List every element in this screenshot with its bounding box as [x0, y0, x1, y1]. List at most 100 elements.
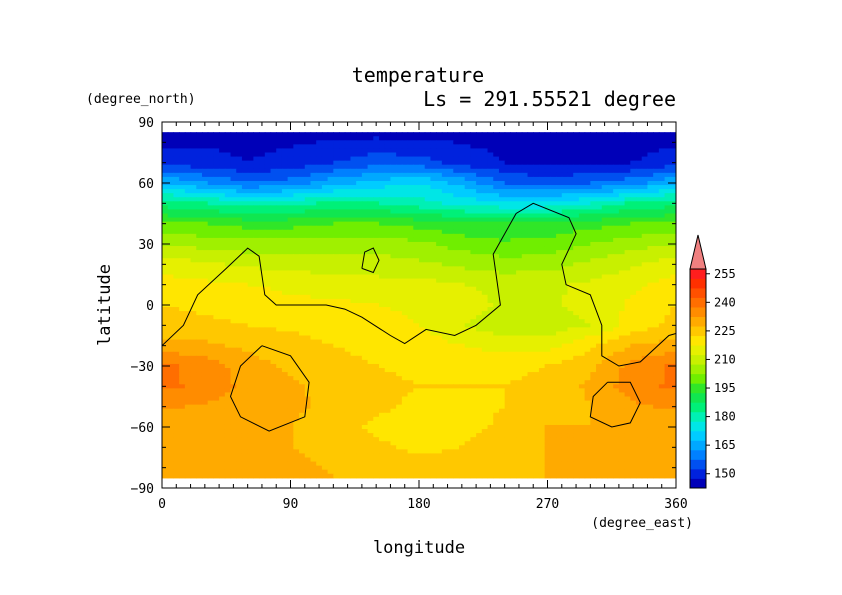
- heatmap-cell: [590, 315, 597, 320]
- heatmap-cell: [578, 148, 586, 154]
- heatmap-cell: [413, 294, 420, 300]
- heatmap-cell: [207, 209, 214, 215]
- heatmap-cell: [173, 298, 180, 304]
- heatmap-cell: [339, 343, 346, 349]
- heatmap-cell: [498, 258, 506, 263]
- heatmap-cell: [224, 205, 232, 211]
- heatmap-cell: [379, 213, 386, 219]
- heatmap-cell: [413, 258, 420, 263]
- heatmap-cell: [299, 250, 306, 255]
- heatmap-cell: [561, 266, 569, 272]
- heatmap-cell: [344, 132, 352, 137]
- heatmap-cell: [573, 185, 580, 190]
- heatmap-cell: [321, 315, 329, 320]
- heatmap-cell: [578, 294, 586, 300]
- heatmap-cell: [464, 347, 471, 353]
- heatmap-cell: [481, 221, 489, 227]
- heatmap-cell: [538, 140, 546, 145]
- heatmap-cell: [179, 233, 186, 239]
- heatmap-cell: [327, 290, 334, 296]
- heatmap-cell: [413, 290, 420, 296]
- heatmap-cell: [521, 246, 529, 251]
- heatmap-cell: [293, 185, 300, 190]
- heatmap-cell: [396, 205, 403, 211]
- heatmap-cell: [201, 351, 209, 357]
- heatmap-cell: [390, 270, 397, 276]
- heatmap-cell: [379, 290, 386, 296]
- heatmap-cell: [407, 250, 414, 255]
- heatmap-cell: [407, 197, 414, 202]
- heatmap-cell: [493, 298, 500, 304]
- heatmap-cell: [504, 335, 511, 341]
- heatmap-cell: [361, 282, 369, 288]
- heatmap-cell: [624, 250, 631, 255]
- heatmap-cell: [321, 225, 329, 231]
- heatmap-cell: [361, 193, 369, 198]
- heatmap-cell: [219, 189, 226, 194]
- heatmap-cell: [327, 160, 334, 166]
- heatmap-cell: [430, 241, 437, 247]
- heatmap-cell: [630, 136, 637, 141]
- heatmap-cell: [624, 229, 631, 235]
- heatmap-cell: [533, 327, 540, 333]
- heatmap-cell: [510, 250, 517, 255]
- heatmap-cell: [396, 189, 403, 194]
- heatmap-cell: [247, 331, 254, 337]
- heatmap-cell: [384, 286, 392, 292]
- heatmap-cell: [293, 343, 300, 349]
- heatmap-cell: [379, 262, 386, 267]
- heatmap-cell: [213, 176, 220, 182]
- heatmap-cell: [373, 189, 380, 194]
- heatmap-cell: [476, 189, 483, 194]
- heatmap-cell: [241, 262, 249, 267]
- heatmap-cell: [653, 233, 660, 239]
- heatmap-cell: [276, 307, 283, 312]
- heatmap-cell: [162, 347, 169, 353]
- heatmap-cell: [658, 347, 666, 353]
- heatmap-cell: [333, 148, 340, 154]
- heatmap-cell: [184, 156, 192, 162]
- heatmap-cell: [424, 132, 432, 137]
- heatmap-cell: [390, 262, 397, 267]
- heatmap-cell: [664, 335, 671, 341]
- heatmap-cell: [670, 278, 676, 284]
- heatmap-cell: [230, 140, 237, 145]
- heatmap-cell: [538, 254, 546, 259]
- heatmap-cell: [641, 205, 649, 211]
- heatmap-cell: [350, 254, 357, 259]
- heatmap-cell: [179, 197, 186, 202]
- heatmap-cell: [567, 294, 574, 300]
- heatmap-cell: [618, 302, 626, 308]
- heatmap-cell: [504, 274, 511, 280]
- heatmap-cell: [493, 140, 500, 145]
- heatmap-cell: [201, 221, 209, 227]
- heatmap-cell: [618, 185, 626, 190]
- heatmap-cell: [241, 298, 249, 304]
- heatmap-cell: [590, 323, 597, 328]
- heatmap-cell: [184, 331, 192, 337]
- heatmap-cell: [224, 201, 232, 206]
- heatmap-cell: [527, 286, 534, 292]
- heatmap-cell: [636, 290, 643, 296]
- heatmap-cell: [550, 246, 557, 251]
- heatmap-cell: [361, 189, 369, 194]
- heatmap-cell: [321, 156, 329, 162]
- heatmap-cell: [299, 205, 306, 211]
- heatmap-cell: [179, 148, 186, 154]
- heatmap-cell: [224, 148, 232, 154]
- heatmap-cell: [253, 323, 260, 328]
- heatmap-cell: [321, 282, 329, 288]
- heatmap-cell: [259, 298, 266, 304]
- heatmap-cell: [333, 262, 340, 267]
- heatmap-cell: [339, 172, 346, 178]
- heatmap-cell: [356, 180, 363, 186]
- heatmap-cell: [190, 254, 197, 259]
- heatmap-cell: [544, 189, 551, 194]
- heatmap-cell: [550, 258, 557, 263]
- heatmap-cell: [624, 347, 631, 353]
- heatmap-cell: [247, 160, 254, 166]
- heatmap-cell: [367, 302, 374, 308]
- heatmap-cell: [647, 319, 654, 324]
- heatmap-cell: [578, 254, 586, 259]
- heatmap-cell: [333, 347, 340, 353]
